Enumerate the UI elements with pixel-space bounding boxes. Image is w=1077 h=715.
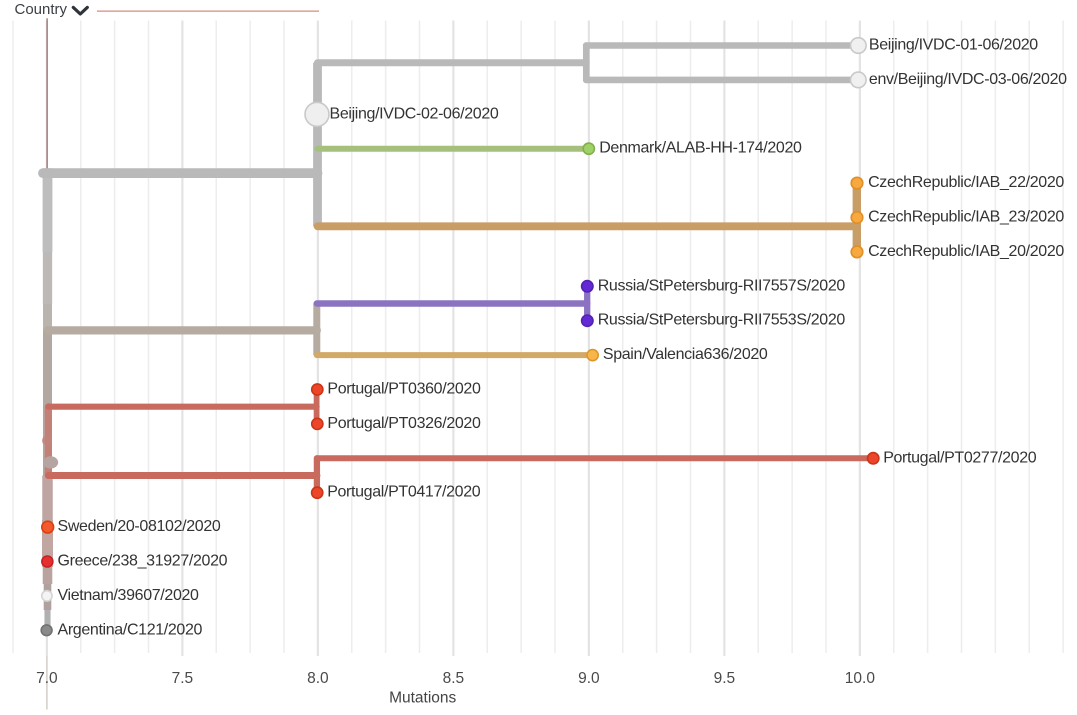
svg-text:CzechRepublic/IAB_20/2020: CzechRepublic/IAB_20/2020 <box>868 243 1064 260</box>
svg-text:CzechRepublic/IAB_22/2020: CzechRepublic/IAB_22/2020 <box>868 174 1064 191</box>
svg-text:Denmark/ALAB-HH-174/2020: Denmark/ALAB-HH-174/2020 <box>599 140 802 157</box>
svg-text:Beijing/IVDC-01-06/2020: Beijing/IVDC-01-06/2020 <box>869 37 1038 54</box>
svg-text:Portugal/PT0360/2020: Portugal/PT0360/2020 <box>327 381 481 398</box>
svg-text:Portugal/PT0277/2020: Portugal/PT0277/2020 <box>883 449 1037 466</box>
svg-text:Russia/StPetersburg-RII7553S/2: Russia/StPetersburg-RII7553S/2020 <box>598 312 846 329</box>
svg-text:Vietnam/39607/2020: Vietnam/39607/2020 <box>58 587 200 604</box>
svg-text:Spain/Valencia636/2020: Spain/Valencia636/2020 <box>603 346 768 363</box>
svg-text:9.5: 9.5 <box>714 670 736 687</box>
svg-text:Sweden/20-08102/2020: Sweden/20-08102/2020 <box>58 518 221 535</box>
svg-text:7.5: 7.5 <box>172 670 194 687</box>
svg-text:Beijing/IVDC-02-06/2020: Beijing/IVDC-02-06/2020 <box>330 105 499 122</box>
svg-text:Portugal/PT0417/2020: Portugal/PT0417/2020 <box>327 484 481 501</box>
svg-text:Argentina/C121/2020: Argentina/C121/2020 <box>58 621 203 638</box>
svg-text:9.0: 9.0 <box>578 670 600 687</box>
svg-text:env/Beijing/IVDC-03-06/2020: env/Beijing/IVDC-03-06/2020 <box>869 71 1067 88</box>
svg-text:8.0: 8.0 <box>307 670 329 687</box>
svg-text:8.5: 8.5 <box>443 670 465 687</box>
svg-text:10.0: 10.0 <box>845 670 876 687</box>
svg-text:CzechRepublic/IAB_23/2020: CzechRepublic/IAB_23/2020 <box>868 209 1064 226</box>
svg-text:Country: Country <box>15 1 68 18</box>
svg-text:Mutations: Mutations <box>389 690 456 707</box>
svg-text:Portugal/PT0326/2020: Portugal/PT0326/2020 <box>327 415 481 432</box>
svg-text:Greece/238_31927/2020: Greece/238_31927/2020 <box>58 553 228 570</box>
svg-text:Russia/StPetersburg-RII7557S/2: Russia/StPetersburg-RII7557S/2020 <box>598 277 846 294</box>
svg-text:7.0: 7.0 <box>36 670 58 687</box>
